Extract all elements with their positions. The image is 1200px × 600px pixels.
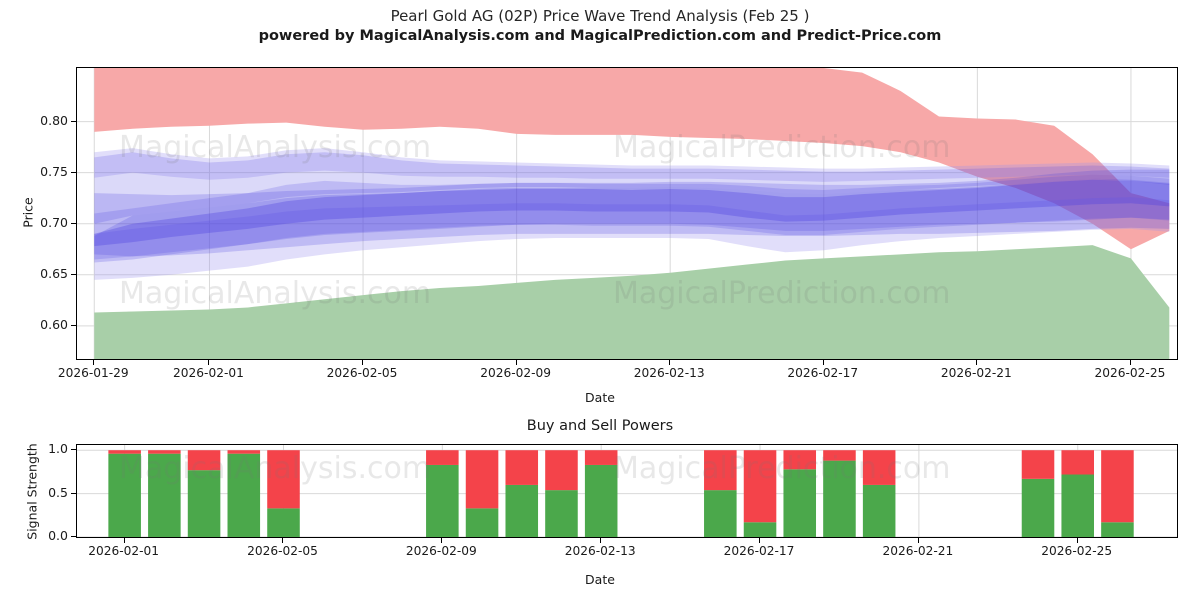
signal-xtick-label: 2026-02-25 <box>1041 544 1113 558</box>
price-ytick-mark <box>71 171 76 173</box>
signal-bar[interactable] <box>1061 450 1094 537</box>
signal-bar[interactable] <box>1021 450 1055 537</box>
price-xtick-mark <box>93 360 95 365</box>
signal-bar[interactable] <box>267 450 300 537</box>
price-ytick-label: 0.60 <box>40 316 68 332</box>
signal-bar[interactable] <box>227 450 261 537</box>
price-ytick-mark <box>71 120 76 122</box>
signal-bar[interactable] <box>1101 450 1134 537</box>
price-xtick-mark <box>822 360 824 365</box>
price-xtick-label: 2026-02-17 <box>787 366 859 380</box>
signal-bar[interactable] <box>783 450 817 537</box>
signal-ytick-mark <box>71 449 76 451</box>
signal-bar[interactable] <box>187 450 221 537</box>
price-xtick-label: 2026-02-21 <box>940 366 1012 380</box>
price-x-axis-label: Date <box>585 390 615 405</box>
price-xtick-mark <box>362 360 364 365</box>
signal-xtick-mark <box>123 538 125 543</box>
signal-xtick-mark <box>759 538 761 543</box>
signal-y-axis-label: Signal Strength <box>24 443 40 540</box>
signal-xtick-mark <box>282 538 284 543</box>
signal-bar[interactable] <box>148 450 181 537</box>
price-xtick-mark <box>515 360 517 365</box>
price-ytick-mark <box>71 222 76 224</box>
price-xtick-label: 2026-02-01 <box>173 366 244 380</box>
signal-plot-area: MagicalAnalysis.com MagicalPrediction.co… <box>76 444 1178 538</box>
signal-bar[interactable] <box>108 450 141 537</box>
signal-ytick-mark <box>71 536 76 537</box>
signal-xtick-label: 2026-02-13 <box>564 544 636 558</box>
price-wave-panel: 0.60 0.65 0.70 0.75 0.80 2026-01-29 2026-02-0… <box>20 67 1178 405</box>
buy-sell-powers-panel: Buy and Sell Powers 0.0 0.5 1.0 2026-02-01… <box>0 400 1200 600</box>
price-xtick-mark <box>1129 360 1131 365</box>
signal-xtick-mark <box>441 538 443 543</box>
signal-bar[interactable] <box>545 450 578 537</box>
signal-xtick-mark <box>600 538 602 543</box>
price-xtick-label: 2026-01-29 <box>57 366 129 380</box>
signal-bar[interactable] <box>704 450 737 537</box>
signal-xtick-label: 2026-02-17 <box>723 544 795 558</box>
price-ytick-label: 0.65 <box>40 265 68 281</box>
signal-ytick-label: 1.0 <box>48 441 68 457</box>
signal-ytick-mark <box>71 492 76 494</box>
signal-bar[interactable] <box>426 450 459 537</box>
signal-ytick-label: 0.5 <box>48 484 68 500</box>
price-wave-svg <box>77 68 1177 359</box>
price-xtick-label: 2026-02-09 <box>480 366 552 380</box>
signal-xtick-label: 2026-02-01 <box>88 544 160 558</box>
page-subtitle-powered-by: powered by MagicalAnalysis.com and Magic… <box>258 28 942 44</box>
page-title: Pearl Gold AG (02P) Price Wave Trend Ana… <box>390 7 810 25</box>
signal-bar[interactable] <box>823 450 856 537</box>
signal-x-axis-label: Date <box>585 572 615 587</box>
buy-sell-svg <box>77 445 1177 537</box>
price-xtick-mark <box>208 360 210 365</box>
signal-xtick-mark <box>1076 538 1078 543</box>
price-y-axis-label: Price <box>20 197 36 228</box>
price-xtick-label: 2026-02-13 <box>633 366 705 380</box>
price-ytick-mark <box>71 324 76 326</box>
buy-sell-title: Buy and Sell Powers <box>526 418 674 434</box>
price-xtick-mark <box>669 360 671 365</box>
signal-bar[interactable] <box>584 450 618 537</box>
signal-ytick-label: 0.0 <box>48 528 68 543</box>
price-xtick-label: 2026-02-05 <box>326 366 398 380</box>
signal-bar[interactable] <box>862 450 896 537</box>
price-xtick-mark <box>976 360 978 365</box>
price-xtick-label: 2026-02-25 <box>1094 366 1166 380</box>
price-ytick-label: 0.75 <box>40 163 68 179</box>
signal-bar[interactable] <box>465 450 499 537</box>
price-ytick-label: 0.70 <box>40 214 68 230</box>
price-ytick-mark <box>71 273 76 275</box>
signal-xtick-mark <box>917 538 919 543</box>
signal-xtick-label: 2026-02-09 <box>405 544 477 558</box>
chart-title-block: Pearl Gold AG (02P) Price Wave Trend Ana… <box>0 6 1200 46</box>
signal-bar[interactable] <box>743 450 777 537</box>
signal-xtick-label: 2026-02-21 <box>882 544 954 558</box>
price-plot-area: MagicalAnalysis.com MagicalPrediction.co… <box>76 67 1178 360</box>
signal-xtick-label: 2026-02-05 <box>247 544 318 558</box>
signal-bar[interactable] <box>505 450 539 537</box>
price-ytick-label: 0.80 <box>40 112 68 128</box>
